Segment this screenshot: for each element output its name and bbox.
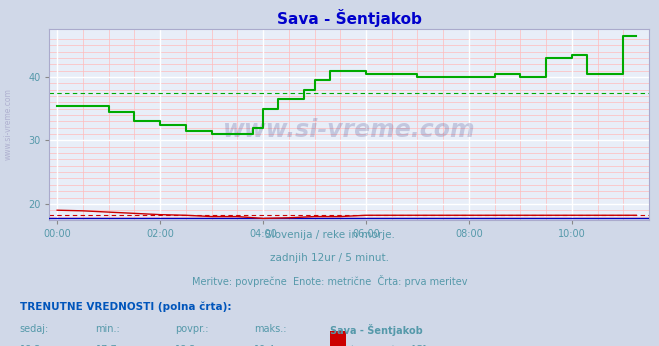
- Text: Slovenija / reke in morje.: Slovenija / reke in morje.: [264, 230, 395, 240]
- Text: 18,2: 18,2: [20, 345, 42, 346]
- Text: temperatura[C]: temperatura[C]: [351, 345, 427, 346]
- Text: sedaj:: sedaj:: [20, 324, 49, 334]
- Text: www.si-vreme.com: www.si-vreme.com: [3, 89, 13, 161]
- Text: 19,4: 19,4: [254, 345, 275, 346]
- Text: 17,7: 17,7: [96, 345, 117, 346]
- Text: min.:: min.:: [96, 324, 121, 334]
- Text: 18,2: 18,2: [175, 345, 196, 346]
- Text: Meritve: povprečne  Enote: metrične  Črta: prva meritev: Meritve: povprečne Enote: metrične Črta:…: [192, 275, 467, 287]
- Text: Sava - Šentjakob: Sava - Šentjakob: [330, 324, 422, 336]
- Text: www.si-vreme.com: www.si-vreme.com: [223, 118, 476, 142]
- Text: zadnjih 12ur / 5 minut.: zadnjih 12ur / 5 minut.: [270, 253, 389, 263]
- Text: povpr.:: povpr.:: [175, 324, 208, 334]
- Title: Sava - Šentjakob: Sava - Šentjakob: [277, 9, 422, 27]
- Text: maks.:: maks.:: [254, 324, 286, 334]
- Text: TRENUTNE VREDNOSTI (polna črta):: TRENUTNE VREDNOSTI (polna črta):: [20, 301, 231, 311]
